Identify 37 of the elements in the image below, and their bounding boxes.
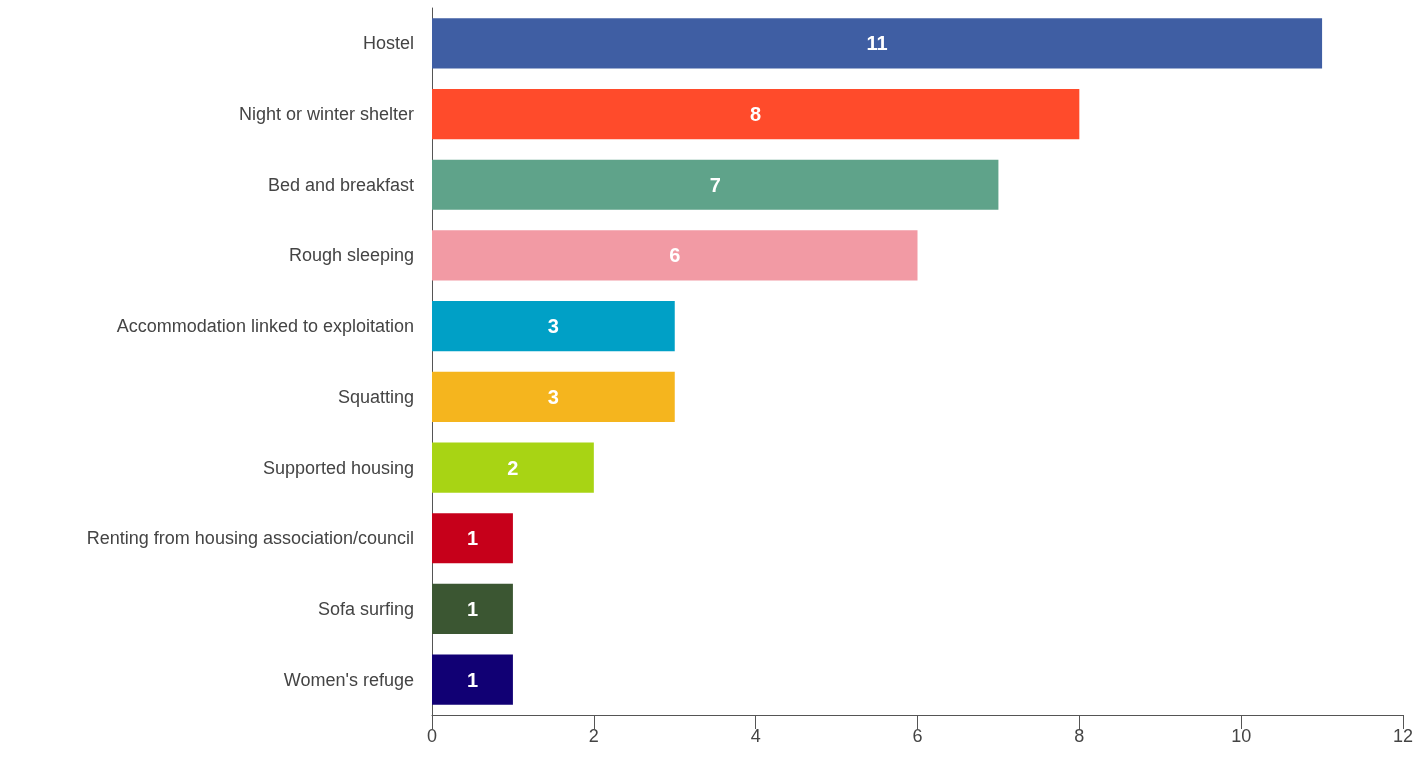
- data-label: 7: [709, 173, 721, 196]
- data-label: 1: [466, 527, 479, 550]
- data-label: 3: [547, 385, 559, 408]
- data-label: 11: [866, 32, 888, 55]
- y-tick-label: Supported housing: [262, 457, 414, 478]
- data-label: 1: [466, 597, 479, 620]
- data-label: 2: [507, 456, 519, 479]
- y-tick-label: Hostel: [362, 33, 414, 54]
- x-tick-label: 6: [912, 726, 923, 746]
- data-label: 3: [547, 315, 559, 338]
- y-tick-label: Squatting: [337, 386, 414, 407]
- bar: [432, 442, 594, 493]
- x-tick-label: 10: [1231, 726, 1252, 746]
- x-tick-label: 2: [588, 726, 599, 746]
- data-label: 8: [750, 103, 762, 126]
- bar: [432, 583, 513, 635]
- bar: [432, 159, 999, 210]
- y-tick-label: Renting from housing association/council: [86, 528, 414, 549]
- y-tick-label: Women's refuge: [283, 669, 414, 690]
- y-tick-label: Sofa surfing: [317, 598, 414, 619]
- x-tick-label: 0: [426, 726, 438, 746]
- data-label: 1: [466, 668, 479, 691]
- bar: [432, 18, 1323, 69]
- bar: [432, 88, 1080, 140]
- y-tick-label: Accommodation linked to exploitation: [116, 316, 414, 337]
- x-tick-label: 12: [1392, 726, 1414, 746]
- bar: [432, 371, 675, 422]
- y-tick-label: Bed and breakfast: [267, 174, 414, 195]
- y-tick-label: Night or winter shelter: [238, 104, 414, 125]
- bar: [432, 301, 675, 352]
- x-tick-label: 8: [1074, 726, 1085, 746]
- bar: [432, 230, 918, 281]
- x-tick-label: 4: [750, 726, 761, 746]
- y-tick-label: Rough sleeping: [288, 245, 414, 266]
- data-label: 6: [669, 244, 681, 267]
- bar: [432, 654, 513, 705]
- bar: [432, 513, 513, 564]
